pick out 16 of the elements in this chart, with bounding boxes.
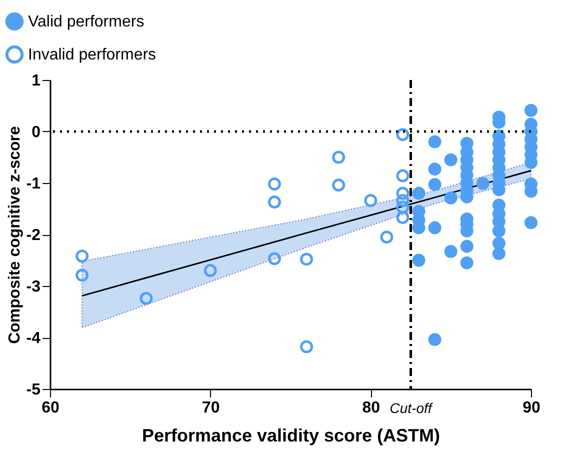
x-tick-label: 60 xyxy=(42,400,60,416)
x-tick-label: 80 xyxy=(362,400,380,416)
y-tick-label: 0 xyxy=(32,124,41,141)
legend-label: Invalid performers xyxy=(28,46,156,64)
y-tick-label: -4 xyxy=(26,330,41,347)
x-axis-title: Performance validity score (ASTM) xyxy=(142,426,440,446)
y-tick-label: -3 xyxy=(26,278,41,296)
y-tick-label: -1 xyxy=(26,176,41,192)
y-axis-title: Composite cognitive z-score xyxy=(6,126,24,344)
x-tick-label: 70 xyxy=(202,400,220,416)
x-tick-label: 90 xyxy=(522,400,540,416)
legend-label: Valid performers xyxy=(28,14,144,30)
y-tick-label: -5 xyxy=(26,382,41,398)
ref-line-label: Cut-off xyxy=(390,400,434,416)
y-tick-label: 1 xyxy=(32,72,41,90)
y-tick-label: -2 xyxy=(26,227,41,244)
